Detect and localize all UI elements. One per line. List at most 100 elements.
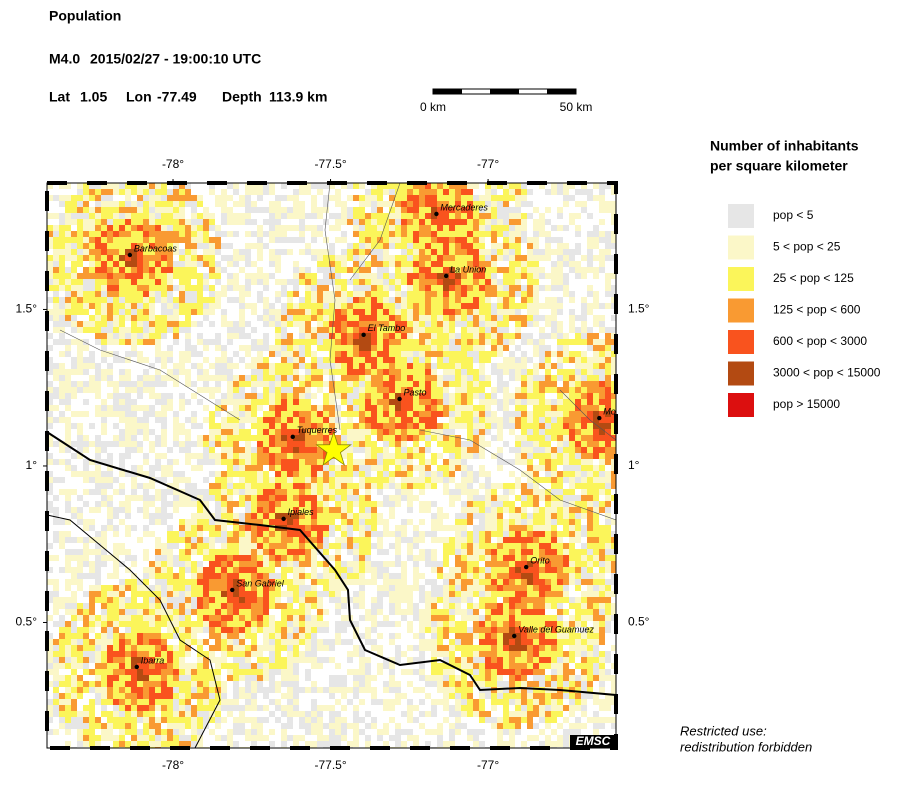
pop-cell: [509, 303, 515, 309]
pop-cell: [527, 189, 533, 195]
pop-cell: [407, 495, 413, 501]
pop-cell: [413, 465, 419, 471]
pop-cell: [359, 399, 365, 405]
pop-cell: [251, 567, 257, 573]
pop-cell: [173, 489, 179, 495]
pop-cell: [131, 189, 137, 195]
pop-cell: [515, 399, 521, 405]
pop-cell: [65, 273, 71, 279]
pop-cell: [515, 237, 521, 243]
pop-cell: [245, 453, 251, 459]
pop-cell: [569, 351, 575, 357]
pop-cell: [311, 435, 317, 441]
pop-cell: [575, 483, 581, 489]
pop-cell: [83, 255, 89, 261]
pop-cell: [461, 549, 467, 555]
pop-cell: [503, 345, 509, 351]
pop-cell: [599, 267, 605, 273]
pop-cell: [413, 375, 419, 381]
pop-cell: [173, 561, 179, 567]
pop-cell: [203, 501, 209, 507]
pop-cell: [71, 471, 77, 477]
pop-cell: [263, 309, 269, 315]
pop-cell: [137, 273, 143, 279]
pop-cell: [491, 495, 497, 501]
pop-cell: [455, 213, 461, 219]
pop-cell: [449, 417, 455, 423]
pop-cell: [575, 369, 581, 375]
pop-cell: [365, 459, 371, 465]
pop-cell: [287, 441, 293, 447]
pop-cell: [491, 567, 497, 573]
pop-cell: [449, 315, 455, 321]
pop-cell: [359, 363, 365, 369]
pop-cell: [461, 369, 467, 375]
pop-cell: [221, 417, 227, 423]
pop-cell: [173, 183, 179, 189]
pop-cell: [383, 561, 389, 567]
pop-cell: [545, 357, 551, 363]
pop-cell: [311, 279, 317, 285]
pop-cell: [419, 249, 425, 255]
pop-cell: [305, 279, 311, 285]
pop-cell: [299, 219, 305, 225]
pop-cell: [275, 441, 281, 447]
pop-cell: [509, 351, 515, 357]
pop-cell: [179, 297, 185, 303]
pop-cell: [227, 369, 233, 375]
pop-cell: [185, 561, 191, 567]
pop-cell: [485, 357, 491, 363]
pop-cell: [461, 333, 467, 339]
pop-cell: [455, 369, 461, 375]
pop-cell: [191, 255, 197, 261]
pop-cell: [83, 471, 89, 477]
pop-cell: [497, 543, 503, 549]
pop-cell: [401, 351, 407, 357]
pop-cell: [305, 477, 311, 483]
pop-cell: [545, 381, 551, 387]
pop-cell: [161, 363, 167, 369]
pop-cell: [77, 261, 83, 267]
pop-cell: [191, 441, 197, 447]
pop-cell: [131, 435, 137, 441]
pop-cell: [575, 225, 581, 231]
pop-cell: [533, 405, 539, 411]
pop-cell: [275, 423, 281, 429]
pop-cell: [227, 363, 233, 369]
pop-cell: [569, 471, 575, 477]
pop-cell: [533, 219, 539, 225]
pop-cell: [359, 435, 365, 441]
pop-cell: [119, 315, 125, 321]
pop-cell: [269, 567, 275, 573]
pop-cell: [527, 387, 533, 393]
pop-cell: [47, 357, 53, 363]
pop-cell: [473, 327, 479, 333]
pop-cell: [587, 423, 593, 429]
pop-cell: [521, 411, 527, 417]
pop-cell: [383, 261, 389, 267]
pop-cell: [137, 465, 143, 471]
pop-cell: [143, 555, 149, 561]
pop-cell: [569, 447, 575, 453]
pop-cell: [131, 423, 137, 429]
pop-cell: [71, 411, 77, 417]
pop-cell: [257, 339, 263, 345]
pop-cell: [287, 405, 293, 411]
pop-cell: [119, 201, 125, 207]
pop-cell: [221, 489, 227, 495]
pop-cell: [359, 531, 365, 537]
pop-cell: [467, 237, 473, 243]
pop-cell: [293, 411, 299, 417]
pop-cell: [287, 315, 293, 321]
pop-cell: [227, 381, 233, 387]
pop-cell: [257, 297, 263, 303]
pop-cell: [515, 279, 521, 285]
pop-cell: [281, 435, 287, 441]
pop-cell: [569, 261, 575, 267]
pop-cell: [89, 315, 95, 321]
pop-cell: [467, 297, 473, 303]
pop-cell: [287, 549, 293, 555]
pop-cell: [293, 285, 299, 291]
pop-cell: [347, 411, 353, 417]
pop-cell: [449, 189, 455, 195]
